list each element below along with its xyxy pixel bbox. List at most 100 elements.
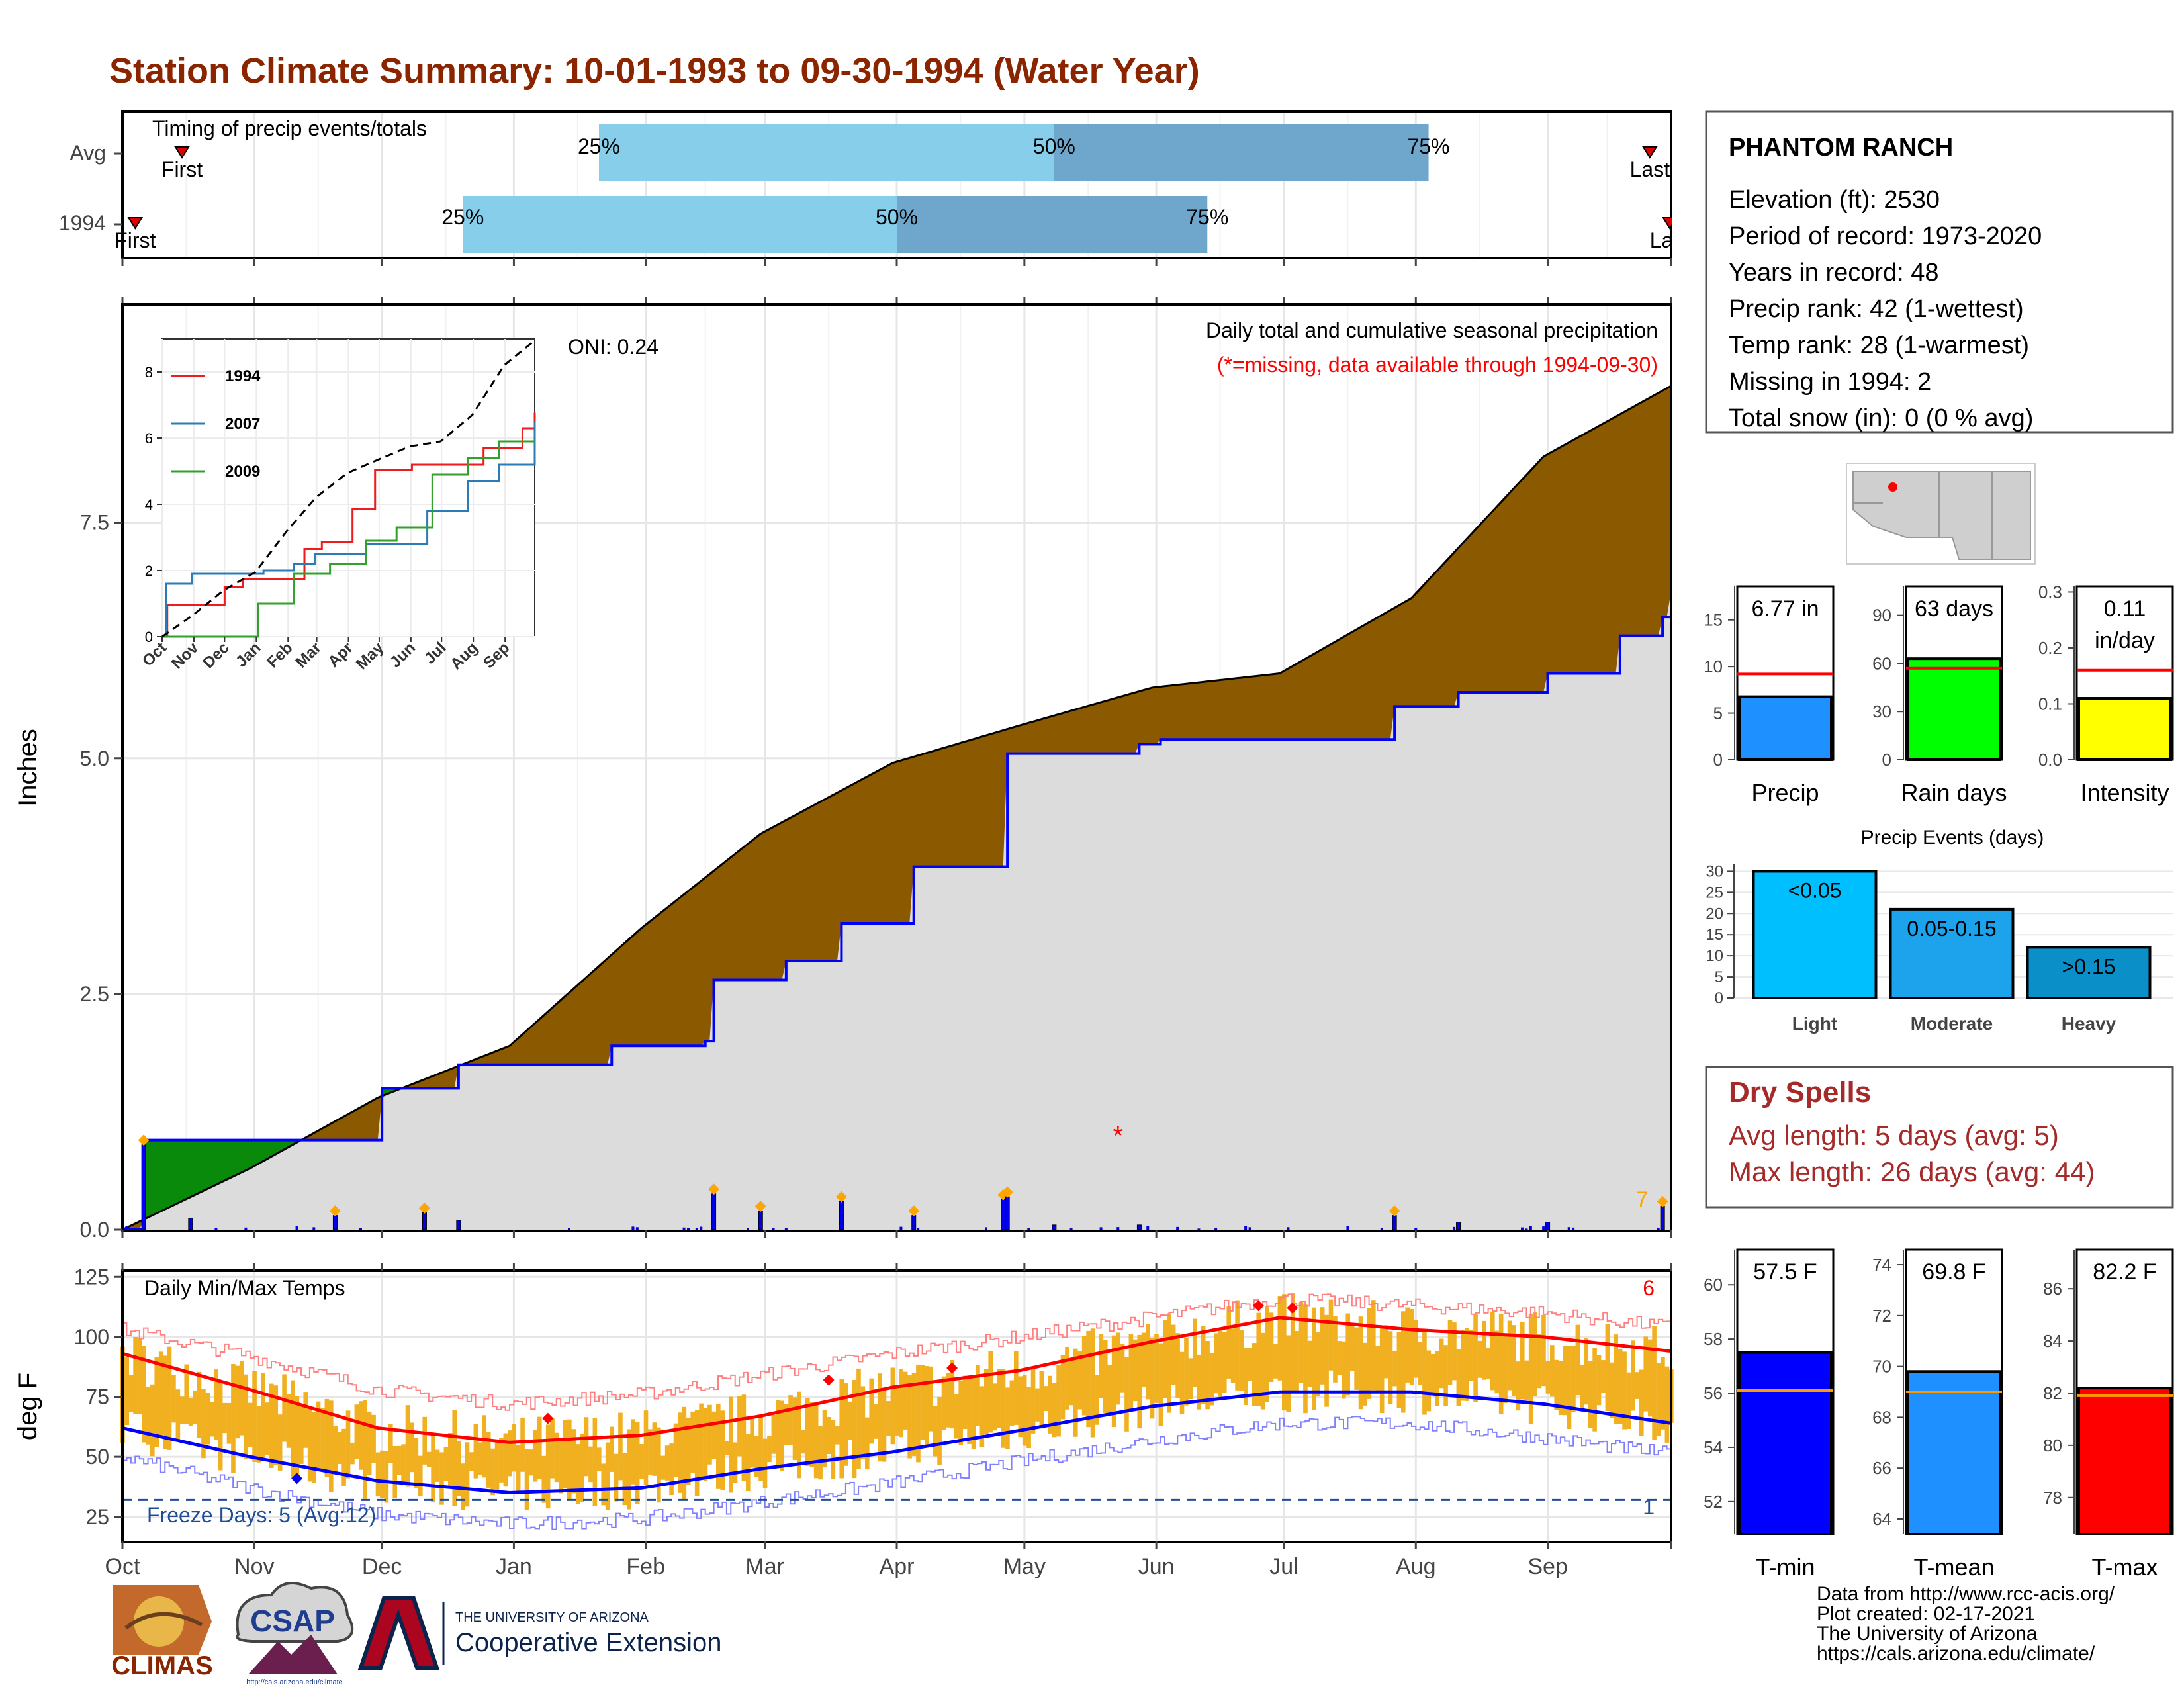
daily-temp-bar [788, 1395, 793, 1445]
daily-temp-bar [1554, 1359, 1559, 1410]
intensity-stat-y-tick-label: 0.3 [2038, 582, 2062, 602]
daily-temp-bar [137, 1338, 142, 1414]
daily-temp-bar [852, 1379, 857, 1479]
daily-temp-bar [388, 1424, 393, 1463]
raindays-stat-y-tick-label: 0 [1882, 750, 1891, 770]
daily-temp-bar [988, 1351, 993, 1433]
daily-precip-bar [1660, 1205, 1665, 1230]
temp-y-tick-label: 75 [85, 1385, 109, 1409]
daily-temp-bar [758, 1417, 763, 1481]
x-axis-month-label: Jul [1269, 1554, 1298, 1579]
csap-logo: CSAP http://cals.arizona.edu/climate [236, 1582, 354, 1686]
intensity-stat-value-bar [2077, 697, 2172, 761]
precip-stat: 6.77 in 0 5 10 15 Precip [1704, 585, 1835, 806]
events-y-tick-label: 0 [1715, 989, 1723, 1007]
daily-temp-bar [1230, 1328, 1236, 1383]
daily-temp-bar [1422, 1332, 1427, 1415]
daily-precip-bar-small [1069, 1228, 1073, 1230]
tmean-stat-y-tick-label: 70 [1872, 1357, 1891, 1377]
x-axis-month-label: Aug [1396, 1554, 1436, 1579]
freeze-days-text: Freeze Days: 5 (Avg:12) [147, 1503, 376, 1527]
daily-temp-bar [1222, 1332, 1227, 1393]
daily-temp-bar [494, 1441, 500, 1492]
daily-precip-bar-small [1197, 1228, 1201, 1230]
daily-temp-bar [1269, 1312, 1274, 1383]
daily-temp-bar [240, 1361, 244, 1436]
daily-precip-bar-small [1027, 1228, 1030, 1230]
daily-temp-bar [1303, 1304, 1308, 1414]
daily-temp-bar [363, 1400, 368, 1499]
daily-temp-bar [482, 1415, 487, 1478]
precip-area: * [122, 385, 1672, 1231]
ua-logo-top-text: THE UNIVERSITY OF ARIZONA [455, 1610, 649, 1625]
daily-temp-bar [771, 1414, 776, 1454]
raindays-stat: 63 days 0 30 60 90 Rain days [1872, 585, 2007, 806]
daily-temp-bar [869, 1378, 874, 1444]
daily-temp-bar [350, 1442, 355, 1465]
daily-temp-bar [329, 1400, 334, 1493]
daily-temp-bar [776, 1400, 780, 1467]
daily-temp-bar [282, 1374, 287, 1442]
credit-url: https://cals.arizona.edu/climate/ [1817, 1643, 2095, 1665]
csap-logo-text: CSAP [250, 1604, 335, 1638]
precip-y-tick-label: 7.5 [80, 511, 109, 535]
daily-temp-bar [1516, 1361, 1521, 1411]
daily-temp-bar [486, 1431, 491, 1488]
daily-temp-bar [1039, 1371, 1044, 1429]
raindays-stat-value-bar [1907, 657, 2001, 762]
daily-temp-bar [1379, 1326, 1385, 1414]
x-axis-month-label: May [1003, 1554, 1046, 1579]
daily-temp-bar [184, 1364, 189, 1424]
temp-record-high-marker [823, 1374, 835, 1386]
daily-temp-bar [452, 1410, 457, 1506]
station-temp-rank: Temp rank: 28 (1-warmest) [1729, 332, 2029, 359]
climas-logo-text: CLIMAS [111, 1651, 212, 1680]
daily-temp-bar [218, 1381, 223, 1471]
events-bar-light [1752, 870, 1878, 999]
daily-temp-bar [1563, 1346, 1567, 1416]
daily-temp-bar [1461, 1330, 1465, 1401]
daily-temp-bar [478, 1442, 482, 1475]
daily-temp-bar [1435, 1351, 1440, 1406]
credit-plot-date: Plot created: 02-17-2021 [1817, 1603, 2035, 1625]
climas-logo: CLIMAS [111, 1585, 213, 1680]
daily-temp-bar [639, 1443, 644, 1479]
precip-stat-y-tick-label: 10 [1704, 657, 1723, 676]
inset-y-tick-label: 2 [145, 563, 153, 579]
daily-temp-bar [1260, 1332, 1265, 1410]
daily-temp-bar [1030, 1369, 1036, 1434]
cumulative-1994-line [122, 591, 1672, 1231]
daily-precip-bar [1136, 1224, 1142, 1230]
daily-temp-bar [839, 1379, 844, 1479]
daily-temp-bar [142, 1346, 146, 1443]
daily-temp-bar [431, 1434, 435, 1502]
daily-temp-bar [827, 1416, 831, 1455]
tmax-stat-y-tick-label: 84 [2043, 1331, 2062, 1351]
inset-y-tick-label: 0 [145, 629, 153, 645]
daily-temp-bar [746, 1434, 751, 1492]
daily-precip-bar-small [125, 1226, 128, 1230]
timing-row-label-year: 1994 [59, 211, 106, 235]
daily-temp-bar [201, 1389, 206, 1459]
daily-precip-bar [1001, 1199, 1006, 1230]
daily-precip-bar-small [1567, 1227, 1570, 1230]
daily-temp-bar [614, 1453, 619, 1502]
daily-temp-bar [1099, 1334, 1104, 1399]
daily-temp-bar [1065, 1346, 1069, 1410]
daily-temp-bar [610, 1426, 614, 1472]
daily-precip-bar-small [1346, 1226, 1349, 1230]
intensity-stat-label: Intensity [2080, 779, 2169, 806]
tmin-record-line [122, 1416, 1672, 1530]
daily-temp-bar [1661, 1357, 1665, 1430]
daily-temp-bar [1418, 1342, 1423, 1385]
daily-temp-bar [1184, 1338, 1189, 1406]
timing-bar-q25-q50-year [463, 196, 897, 253]
daily-temp-bar [1507, 1320, 1512, 1391]
daily-temp-bar [303, 1392, 308, 1448]
daily-temp-bar [1541, 1314, 1546, 1387]
daily-precip-bar [911, 1215, 917, 1230]
daily-temp-bar [895, 1387, 899, 1436]
inset-x-tick-label: Jan [232, 639, 264, 670]
tmax-stat-y-tick-label: 82 [2043, 1383, 2062, 1403]
raindays-stat-y-tick-label: 90 [1872, 606, 1891, 625]
